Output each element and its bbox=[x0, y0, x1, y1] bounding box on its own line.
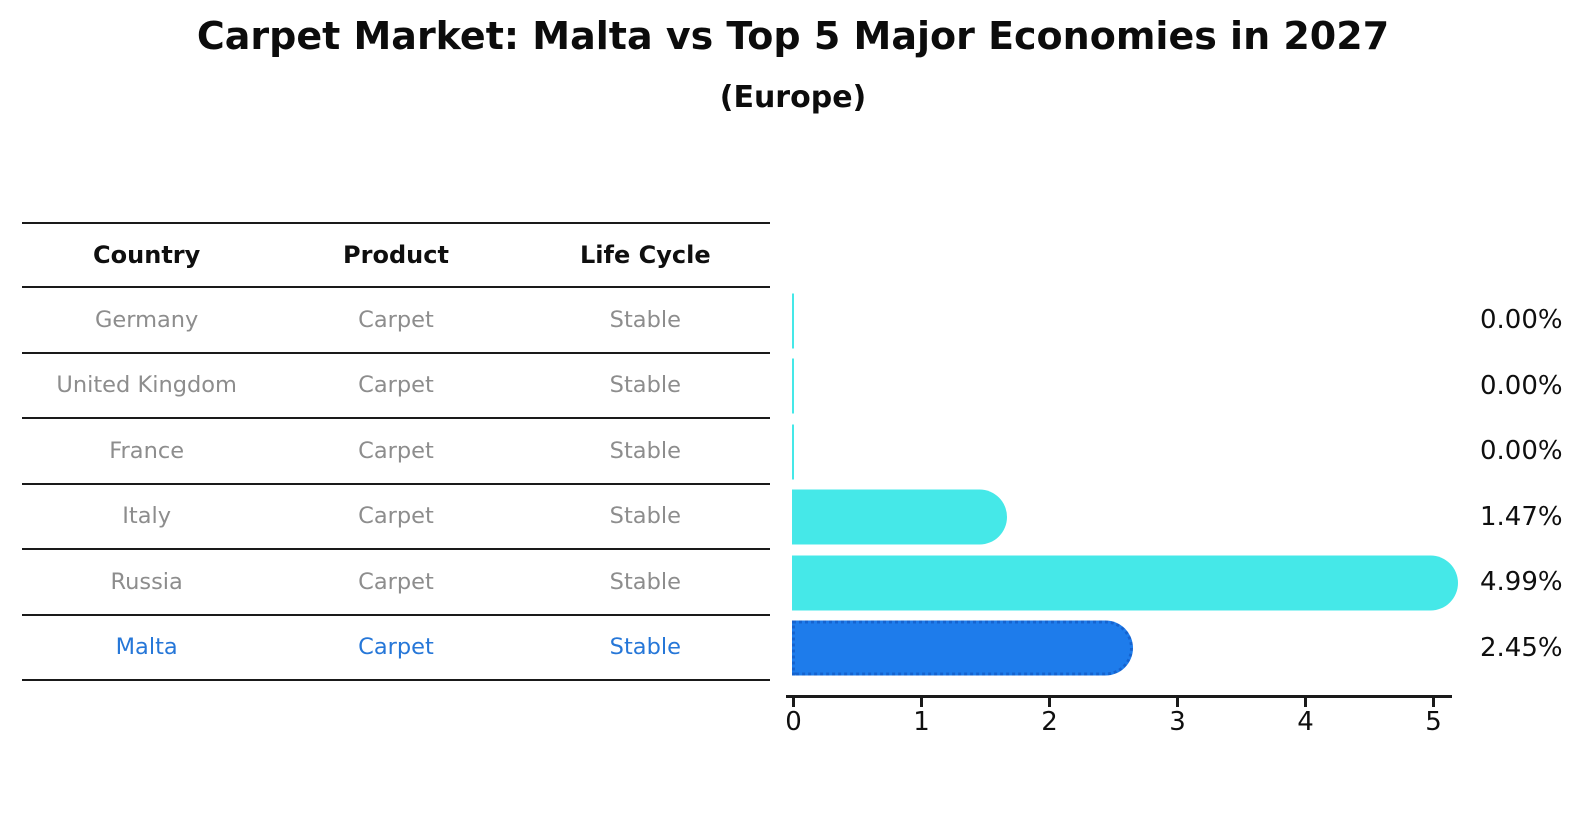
table-cell-country: Germany bbox=[94, 306, 199, 333]
x-axis-tick-mark bbox=[920, 697, 923, 707]
value-label: 0.00% bbox=[1480, 436, 1563, 466]
table-row: Italy Carpet Stable bbox=[22, 485, 770, 550]
value-label: 1.47% bbox=[1480, 501, 1563, 532]
x-axis-tick-mark bbox=[792, 697, 795, 707]
x-axis-tick-label: 1 bbox=[913, 707, 930, 737]
bar-germany bbox=[792, 293, 794, 349]
value-label: 0.00% bbox=[1480, 305, 1563, 335]
x-axis-tick-label: 4 bbox=[1297, 707, 1314, 737]
chart-title: Carpet Market: Malta vs Top 5 Major Econ… bbox=[196, 14, 1390, 58]
table-body: Germany Carpet Stable United Kingdom Carpet S… bbox=[22, 288, 770, 681]
bar-russia bbox=[792, 555, 1458, 611]
table-cell-country: Malta bbox=[115, 634, 178, 661]
table-cell-country: Italy bbox=[122, 503, 172, 530]
chart-subtitle: (Europe) bbox=[719, 80, 867, 115]
value-label: 4.99% bbox=[1480, 567, 1563, 597]
table-cell-life-cycle: Stable bbox=[609, 372, 681, 399]
bar-highlight-malta bbox=[792, 620, 1133, 676]
country-table: Country Product Life Cycle Germany Carpet… bbox=[22, 222, 770, 681]
table-row: France Carpet Stable bbox=[22, 419, 770, 485]
table-cell-life-cycle: Stable bbox=[609, 634, 681, 661]
table-cell-country: France bbox=[109, 437, 185, 464]
bar-united-kingdom bbox=[792, 358, 794, 414]
x-axis-tick-mark bbox=[1432, 697, 1435, 707]
table-cell-product: Carpet bbox=[358, 306, 434, 333]
bar-row bbox=[792, 616, 1492, 682]
x-axis-tick-label: 2 bbox=[1041, 707, 1058, 737]
table-cell-country: Russia bbox=[110, 568, 183, 595]
table-header-country: Country bbox=[93, 241, 201, 269]
x-axis-tick-label: 5 bbox=[1425, 707, 1442, 737]
x-axis-tick-mark bbox=[1176, 697, 1179, 707]
x-axis-tick-label: 0 bbox=[785, 707, 802, 737]
table-cell-product: Carpet bbox=[358, 437, 434, 464]
table-cell-product: Carpet bbox=[358, 568, 434, 595]
table-row: Malta Carpet Stable bbox=[22, 616, 770, 681]
table-cell-life-cycle: Stable bbox=[609, 306, 681, 333]
bar-row bbox=[792, 550, 1492, 616]
table-cell-life-cycle: Stable bbox=[609, 568, 681, 595]
table-row: Germany Carpet Stable bbox=[22, 288, 770, 354]
bar-row bbox=[792, 288, 1492, 354]
table-header-lifecycle: Life Cycle bbox=[580, 241, 711, 269]
table-header-product: Product bbox=[343, 241, 449, 269]
table-row: United Kingdom Carpet Stable bbox=[22, 354, 770, 419]
table-row: Russia Carpet Stable bbox=[22, 550, 770, 616]
table-cell-product: Carpet bbox=[358, 372, 434, 399]
bar-row bbox=[792, 419, 1492, 485]
table-cell-product: Carpet bbox=[358, 503, 434, 530]
table-cell-country: United Kingdom bbox=[56, 372, 237, 399]
bar-france bbox=[792, 424, 794, 480]
table-cell-life-cycle: Stable bbox=[609, 437, 681, 464]
bar-italy bbox=[792, 489, 1008, 545]
table-header-row: Country Product Life Cycle bbox=[22, 222, 770, 288]
x-axis-tick-label: 3 bbox=[1169, 707, 1186, 737]
value-label: 0.00% bbox=[1480, 370, 1563, 401]
x-axis-tick-mark bbox=[1048, 697, 1051, 707]
table-cell-life-cycle: Stable bbox=[609, 503, 681, 530]
table-cell-product: Carpet bbox=[358, 634, 434, 661]
x-axis-tick-mark bbox=[1304, 697, 1307, 707]
bar-row bbox=[792, 354, 1492, 420]
bar-row bbox=[792, 485, 1492, 551]
x-axis-line bbox=[786, 695, 1452, 698]
value-label: 2.45% bbox=[1480, 632, 1563, 663]
